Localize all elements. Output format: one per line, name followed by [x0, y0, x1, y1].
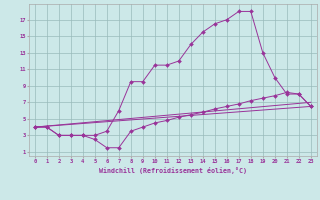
X-axis label: Windchill (Refroidissement éolien,°C): Windchill (Refroidissement éolien,°C) — [99, 167, 247, 174]
